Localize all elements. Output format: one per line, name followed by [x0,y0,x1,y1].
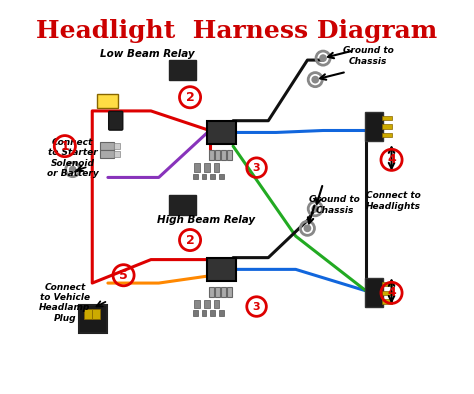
Bar [202,173,207,179]
FancyBboxPatch shape [169,60,196,80]
Text: High Beam Relay: High Beam Relay [156,216,255,225]
Bar [202,310,207,316]
Bar [84,309,92,319]
Text: Connect to
Headlights: Connect to Headlights [366,191,421,211]
Circle shape [319,54,327,62]
Text: Ground to
Chassis: Ground to Chassis [343,46,393,66]
Circle shape [311,76,319,84]
Bar [227,150,231,160]
FancyBboxPatch shape [365,112,383,141]
Bar [114,143,119,149]
Bar [227,287,231,297]
Bar [221,287,226,297]
Bar [114,151,119,157]
FancyBboxPatch shape [79,305,107,333]
Bar [193,173,198,179]
Bar [382,116,392,120]
Text: Connect
to Vehicle
Headlamp
Plug: Connect to Vehicle Headlamp Plug [39,282,91,323]
Bar [221,150,226,160]
Text: Ground to
Chassis: Ground to Chassis [310,195,360,214]
FancyBboxPatch shape [169,195,196,215]
Bar [204,300,210,309]
Text: 5: 5 [119,269,128,282]
Bar [382,291,392,295]
Text: 4: 4 [387,286,396,299]
Text: Headlight  Harness Diagram: Headlight Harness Diagram [36,19,438,43]
Circle shape [311,205,319,213]
Text: 3: 3 [253,163,260,173]
Bar [382,125,392,129]
FancyBboxPatch shape [97,95,118,108]
FancyBboxPatch shape [207,258,236,281]
Text: 2: 2 [186,234,194,247]
Bar [100,150,114,158]
Text: Low Beam Relay: Low Beam Relay [100,49,194,59]
Text: 1: 1 [61,139,69,152]
Bar [215,150,220,160]
Bar [214,163,219,171]
FancyBboxPatch shape [365,279,383,307]
Text: Connect
to Starter
Solenoid
or Battery: Connect to Starter Solenoid or Battery [47,138,99,178]
Text: 2: 2 [186,91,194,104]
Bar [210,310,215,316]
Bar [92,309,100,319]
Bar [219,173,224,179]
Bar [210,173,215,179]
Bar [382,133,392,138]
Bar [100,142,114,150]
Bar [194,300,200,309]
Circle shape [303,225,311,232]
Bar [382,282,392,286]
Circle shape [69,166,77,173]
Bar [209,287,214,297]
Bar [214,300,219,309]
Bar [215,287,220,297]
FancyBboxPatch shape [109,112,123,130]
Bar [204,163,210,171]
Bar [193,310,198,316]
Text: 3: 3 [253,301,260,312]
Bar [209,150,214,160]
Bar [194,163,200,171]
Text: 4: 4 [387,153,396,166]
Bar [382,299,392,304]
FancyBboxPatch shape [207,121,236,144]
Bar [219,310,224,316]
